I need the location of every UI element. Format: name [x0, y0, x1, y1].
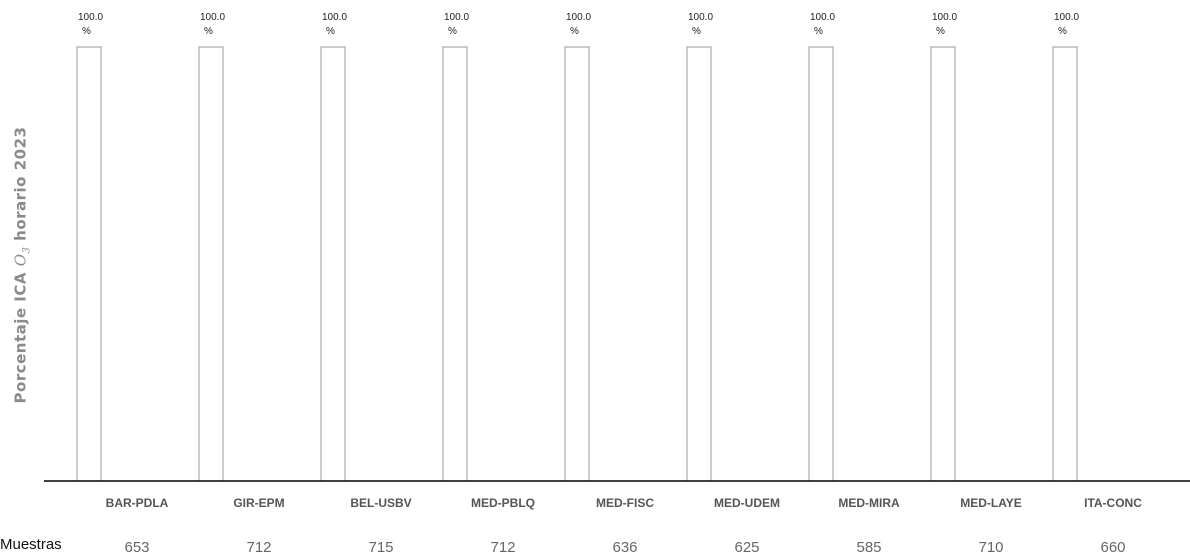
x-tick-label: MED-PBLQ — [471, 496, 535, 510]
bar — [564, 46, 590, 482]
x-tick-label: BAR-PDLA — [106, 496, 169, 510]
bar — [198, 46, 224, 482]
data-label-unit: % — [82, 26, 91, 37]
data-label-value: 100.0 — [688, 12, 713, 23]
data-label-value: 100.0 — [1054, 12, 1079, 23]
x-tick-label: ITA-CONC — [1084, 496, 1142, 510]
data-label-value: 100.0 — [566, 12, 591, 23]
data-label-unit: % — [1058, 26, 1067, 37]
sample-count: 715 — [368, 539, 393, 554]
x-tick-label: MED-LAYE — [960, 496, 1022, 510]
data-label-unit: % — [570, 26, 579, 37]
bar — [442, 46, 468, 482]
data-label-value: 100.0 — [78, 12, 103, 23]
x-tick-label: GIR-EPM — [233, 496, 284, 510]
sample-count: 625 — [734, 539, 759, 554]
data-label-value: 100.0 — [444, 12, 469, 23]
x-tick-label: MED-FISC — [596, 496, 654, 510]
data-label-unit: % — [814, 26, 823, 37]
bar — [930, 46, 956, 482]
sample-count: 653 — [124, 539, 149, 554]
sample-count: 712 — [490, 539, 515, 554]
bar — [76, 46, 102, 482]
data-label-value: 100.0 — [322, 12, 347, 23]
bar — [808, 46, 834, 482]
data-label-unit: % — [692, 26, 701, 37]
bar — [1052, 46, 1078, 482]
bar — [686, 46, 712, 482]
data-label-value: 100.0 — [200, 12, 225, 23]
bar — [320, 46, 346, 482]
data-label-unit: % — [326, 26, 335, 37]
sample-count: 710 — [978, 539, 1003, 554]
data-label-unit: % — [204, 26, 213, 37]
data-label-unit: % — [936, 26, 945, 37]
x-tick-label: BEL-USBV — [350, 496, 411, 510]
data-label-value: 100.0 — [932, 12, 957, 23]
x-tick-label: MED-UDEM — [714, 496, 780, 510]
data-label-unit: % — [448, 26, 457, 37]
sample-count: 636 — [612, 539, 637, 554]
data-label-value: 100.0 — [810, 12, 835, 23]
x-tick-label: MED-MIRA — [838, 496, 900, 510]
sample-count: 585 — [856, 539, 881, 554]
samples-label: Muestras — [0, 536, 62, 553]
sample-count: 660 — [1100, 539, 1125, 554]
sample-count: 712 — [246, 539, 271, 554]
